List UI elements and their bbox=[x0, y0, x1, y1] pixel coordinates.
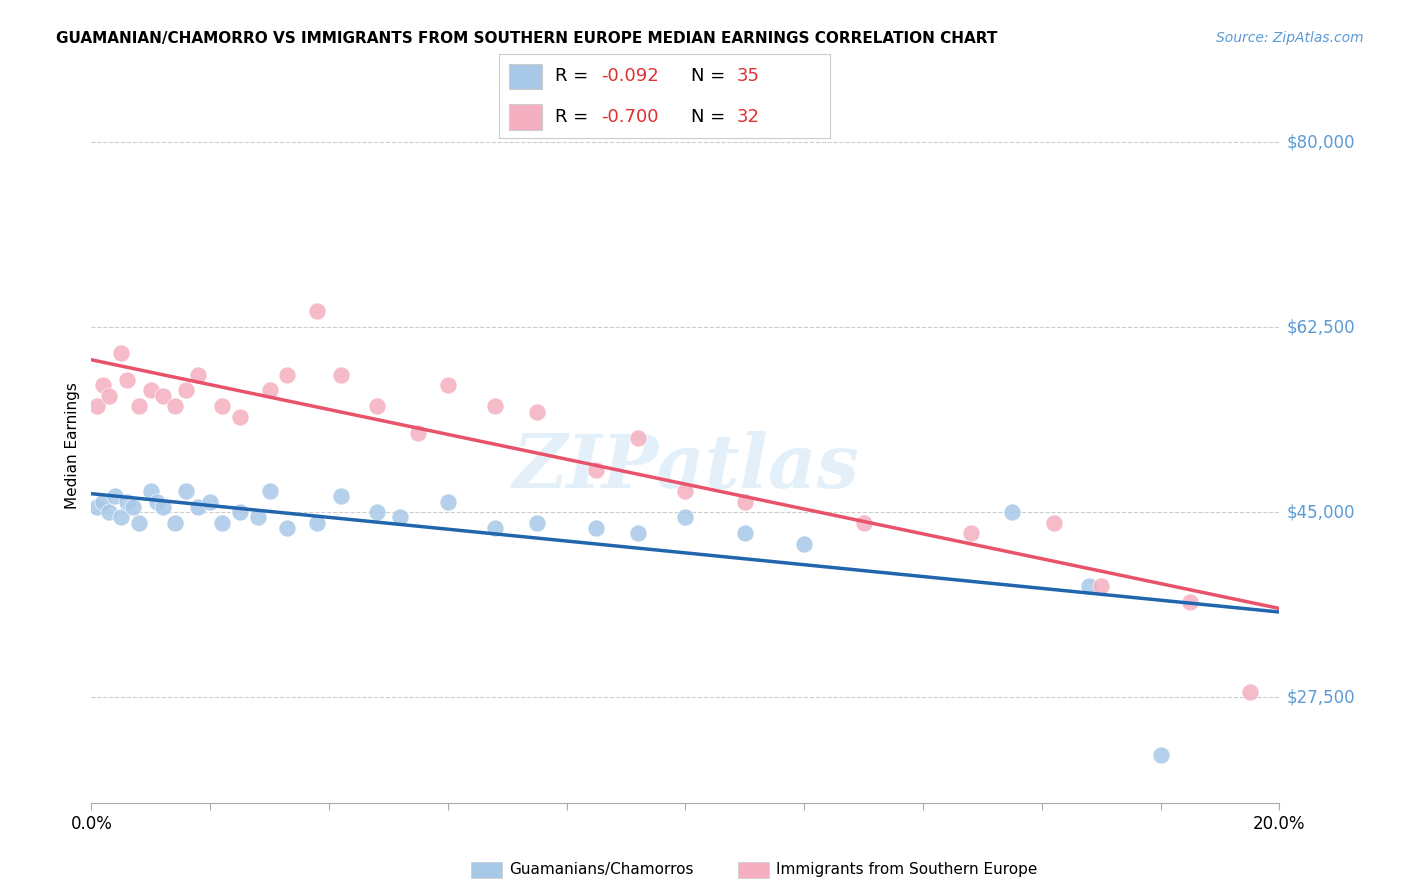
Point bbox=[91, 494, 114, 508]
Text: $45,000: $45,000 bbox=[1286, 503, 1355, 521]
Point bbox=[86, 400, 108, 414]
Point bbox=[200, 494, 222, 508]
Y-axis label: Median Earnings: Median Earnings bbox=[65, 383, 80, 509]
Text: R =: R = bbox=[555, 108, 595, 126]
Text: -0.092: -0.092 bbox=[602, 68, 659, 86]
Point bbox=[307, 304, 329, 318]
Text: 32: 32 bbox=[737, 108, 761, 126]
Point bbox=[436, 378, 458, 392]
Point bbox=[246, 510, 269, 524]
Point bbox=[406, 425, 429, 440]
Point bbox=[259, 483, 281, 498]
Text: ZIPatlas: ZIPatlas bbox=[512, 431, 859, 504]
Text: Immigrants from Southern Europe: Immigrants from Southern Europe bbox=[776, 863, 1038, 877]
Point bbox=[91, 378, 114, 392]
Point bbox=[128, 400, 150, 414]
Point bbox=[229, 505, 252, 519]
Point bbox=[139, 483, 162, 498]
Point bbox=[484, 521, 506, 535]
FancyBboxPatch shape bbox=[509, 104, 543, 130]
Point bbox=[176, 384, 198, 398]
Text: N =: N = bbox=[690, 68, 731, 86]
Point bbox=[122, 500, 145, 514]
Point bbox=[110, 510, 132, 524]
Point bbox=[1239, 685, 1261, 699]
Point bbox=[1149, 748, 1171, 763]
Point bbox=[176, 483, 198, 498]
Point bbox=[1042, 516, 1064, 530]
Point bbox=[187, 500, 209, 514]
Point bbox=[276, 521, 298, 535]
Point bbox=[585, 521, 607, 535]
Point bbox=[436, 494, 458, 508]
Point bbox=[627, 431, 650, 445]
Point bbox=[852, 516, 875, 530]
Text: 35: 35 bbox=[737, 68, 761, 86]
Point bbox=[389, 510, 412, 524]
Point bbox=[526, 404, 548, 418]
Point bbox=[366, 505, 388, 519]
Text: $80,000: $80,000 bbox=[1286, 133, 1355, 151]
Text: $27,500: $27,500 bbox=[1286, 688, 1355, 706]
Text: N =: N = bbox=[690, 108, 731, 126]
Point bbox=[734, 526, 756, 541]
Point bbox=[1090, 579, 1112, 593]
Point bbox=[115, 373, 138, 387]
Point bbox=[307, 516, 329, 530]
Point bbox=[152, 500, 174, 514]
Point bbox=[484, 400, 506, 414]
Point bbox=[128, 516, 150, 530]
Text: $62,500: $62,500 bbox=[1286, 318, 1355, 336]
Point bbox=[1001, 505, 1024, 519]
Point bbox=[211, 400, 233, 414]
Point bbox=[115, 494, 138, 508]
Point bbox=[152, 389, 174, 403]
Point bbox=[329, 489, 352, 503]
Point bbox=[329, 368, 352, 382]
Point bbox=[163, 516, 186, 530]
Point bbox=[98, 505, 121, 519]
Text: R =: R = bbox=[555, 68, 595, 86]
Point bbox=[959, 526, 981, 541]
Point bbox=[187, 368, 209, 382]
Point bbox=[211, 516, 233, 530]
Point bbox=[139, 384, 162, 398]
Point bbox=[110, 346, 132, 360]
Text: Guamanians/Chamorros: Guamanians/Chamorros bbox=[509, 863, 693, 877]
Point bbox=[145, 494, 167, 508]
Point bbox=[673, 483, 696, 498]
Point bbox=[86, 500, 108, 514]
Text: -0.700: -0.700 bbox=[602, 108, 659, 126]
Text: GUAMANIAN/CHAMORRO VS IMMIGRANTS FROM SOUTHERN EUROPE MEDIAN EARNINGS CORRELATIO: GUAMANIAN/CHAMORRO VS IMMIGRANTS FROM SO… bbox=[56, 31, 998, 46]
Point bbox=[366, 400, 388, 414]
Point bbox=[104, 489, 127, 503]
Point bbox=[276, 368, 298, 382]
Point bbox=[585, 463, 607, 477]
Text: Source: ZipAtlas.com: Source: ZipAtlas.com bbox=[1216, 31, 1364, 45]
Point bbox=[259, 384, 281, 398]
Point bbox=[526, 516, 548, 530]
Point bbox=[1078, 579, 1101, 593]
Point bbox=[627, 526, 650, 541]
Point bbox=[229, 409, 252, 424]
Point bbox=[673, 510, 696, 524]
Point bbox=[793, 537, 815, 551]
Point bbox=[1180, 595, 1202, 609]
Point bbox=[734, 494, 756, 508]
FancyBboxPatch shape bbox=[509, 63, 543, 89]
Point bbox=[163, 400, 186, 414]
Point bbox=[98, 389, 121, 403]
